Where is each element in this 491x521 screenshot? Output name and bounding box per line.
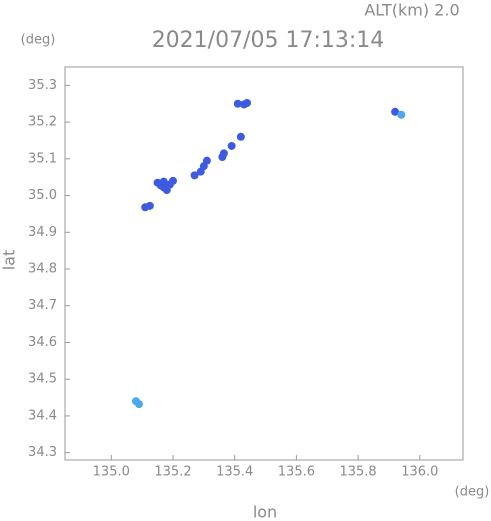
echo-point: [236, 132, 245, 141]
echo-point: [156, 181, 165, 190]
echo-point: [135, 400, 144, 409]
echo-point: [190, 171, 199, 180]
x-tick-label: 135.6: [278, 465, 315, 480]
x-tick-label: 135.4: [216, 465, 253, 480]
y-tick-label: 35.1: [28, 151, 57, 166]
y-tick-label: 34.6: [28, 335, 57, 350]
echo-point: [233, 99, 242, 108]
y-axis-label: lat: [0, 250, 19, 271]
x-tick-label: 135.8: [339, 465, 376, 480]
echo-point: [219, 149, 228, 158]
y-tick-label: 34.9: [28, 225, 57, 240]
plot-frame: [64, 66, 464, 461]
echo-point: [243, 98, 252, 107]
echo-point: [202, 156, 211, 165]
y-tick-label: 34.7: [28, 298, 57, 313]
y-tick-label: 35.2: [28, 115, 57, 130]
echo-point: [397, 110, 406, 119]
y-tick-label: 34.3: [28, 445, 57, 460]
altitude-label: ALT(km) 2.0: [364, 1, 459, 20]
echo-point: [227, 141, 236, 150]
chart-title: 2021/07/05 17:13:14: [152, 28, 385, 53]
x-axis-label: lon: [253, 503, 277, 521]
y-tick-label: 34.8: [28, 262, 57, 277]
y-tick-label: 35.3: [28, 78, 57, 93]
y-tick-label: 34.4: [28, 408, 57, 423]
echo-point: [162, 186, 171, 195]
echo-point: [391, 107, 400, 116]
y-unit: (deg): [21, 33, 56, 48]
x-tick-label: 136.0: [401, 465, 438, 480]
y-tick-label: 35.0: [28, 188, 57, 203]
x-tick-label: 135.0: [93, 465, 130, 480]
y-tick-label: 34.5: [28, 372, 57, 387]
echo-point: [168, 176, 177, 185]
echo-point: [145, 201, 154, 210]
x-unit: (deg): [455, 485, 490, 500]
x-tick-label: 135.2: [154, 465, 191, 480]
